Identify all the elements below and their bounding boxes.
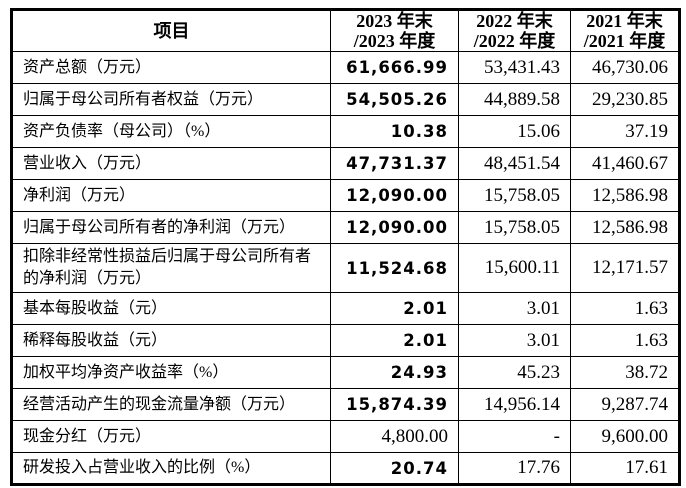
table-row-rd-ratio: 研发投入占营业收入的比例（%） 20.74 17.76 17.61 <box>11 452 680 485</box>
value-2023: 20.74 <box>330 452 459 485</box>
value-2021: 46,730.06 <box>570 51 680 84</box>
value-2023: 61,666.99 <box>330 51 459 84</box>
row-label: 归属于母公司所有者的净利润（万元） <box>11 211 331 244</box>
value-2022: 44,889.58 <box>458 83 571 116</box>
header-col-2022-line1: 2022 年末 <box>476 11 553 31</box>
row-label: 资产负债率（母公司）（%） <box>11 115 331 148</box>
value-2022: 15,600.11 <box>458 243 571 293</box>
header-col-2021: 2021 年末 /2021 年度 <box>570 9 680 52</box>
header-col-2022: 2022 年末 /2022 年度 <box>458 9 571 52</box>
header-item-column: 项目 <box>11 9 331 52</box>
value-2023: 10.38 <box>330 115 459 148</box>
row-label: 研发投入占营业收入的比例（%） <box>11 452 331 485</box>
value-2022: 15,758.05 <box>458 211 571 244</box>
value-2023: 2.01 <box>330 292 459 325</box>
value-2021: 17.61 <box>570 452 680 485</box>
header-col-2022-line2: /2022 年度 <box>473 31 556 51</box>
table-row-cash-dividend: 现金分红（万元） 4,800.00 - 9,600.00 <box>11 420 680 453</box>
value-2022: 48,451.54 <box>458 147 571 180</box>
row-label: 经营活动产生的现金流量净额（万元） <box>11 388 331 421</box>
financial-summary-table: 项目 2023 年末 /2023 年度 2022 年末 /2022 年度 202… <box>10 8 681 486</box>
value-2021: 9,600.00 <box>570 420 680 453</box>
table-row-revenue: 营业收入（万元） 47,731.37 48,451.54 41,460.67 <box>11 147 680 180</box>
header-item-label: 项目 <box>153 21 190 41</box>
value-2021: 1.63 <box>570 324 680 357</box>
value-2023: 47,731.37 <box>330 147 459 180</box>
header-col-2023-line1: 2023 年末 <box>356 11 433 31</box>
table-row-diluted-eps: 稀释每股收益（元） 2.01 3.01 1.63 <box>11 324 680 357</box>
header-col-2021-line1: 2021 年末 <box>586 11 663 31</box>
table-header: 项目 2023 年末 /2023 年度 2022 年末 /2022 年度 202… <box>11 9 680 52</box>
table-row-weighted-roe: 加权平均净资产收益率（%） 24.93 45.23 38.72 <box>11 356 680 389</box>
table-row-total-assets: 资产总额（万元） 61,666.99 53,431.43 46,730.06 <box>11 51 680 84</box>
table-row-debt-ratio: 资产负债率（母公司）（%） 10.38 15.06 37.19 <box>11 115 680 148</box>
row-label: 加权平均净资产收益率（%） <box>11 356 331 389</box>
value-2021: 12,586.98 <box>570 179 680 212</box>
row-label: 营业收入（万元） <box>11 147 331 180</box>
value-2022: 53,431.43 <box>458 51 571 84</box>
value-2022: 14,956.14 <box>458 388 571 421</box>
header-col-2023-line2: /2023 年度 <box>353 31 436 51</box>
row-label: 现金分红（万元） <box>11 420 331 453</box>
value-2022: 45.23 <box>458 356 571 389</box>
value-2021: 12,586.98 <box>570 211 680 244</box>
value-2023: 4,800.00 <box>330 420 459 453</box>
value-2021: 1.63 <box>570 292 680 325</box>
value-2022: 15.06 <box>458 115 571 148</box>
value-2023: 12,090.00 <box>330 211 459 244</box>
value-2022: 17.76 <box>458 452 571 485</box>
value-2022: - <box>458 420 571 453</box>
value-2023: 15,874.39 <box>330 388 459 421</box>
row-label: 归属于母公司所有者权益（万元） <box>11 83 331 116</box>
row-label: 净利润（万元） <box>11 179 331 212</box>
header-col-2021-line2: /2021 年度 <box>583 31 666 51</box>
row-label: 基本每股收益（元） <box>11 292 331 325</box>
header-row: 项目 2023 年末 /2023 年度 2022 年末 /2022 年度 202… <box>11 9 680 52</box>
value-2023: 2.01 <box>330 324 459 357</box>
value-2021: 12,171.57 <box>570 243 680 293</box>
value-2023: 11,524.68 <box>330 243 459 293</box>
table-row-operating-cash-flow: 经营活动产生的现金流量净额（万元） 15,874.39 14,956.14 9,… <box>11 388 680 421</box>
value-2022: 3.01 <box>458 324 571 357</box>
value-2021: 9,287.74 <box>570 388 680 421</box>
value-2023: 24.93 <box>330 356 459 389</box>
table-body: 资产总额（万元） 61,666.99 53,431.43 46,730.06 归… <box>11 51 680 485</box>
header-col-2023: 2023 年末 /2023 年度 <box>330 9 459 52</box>
table-row-deducted-net-profit: 扣除非经常性损益后归属于母公司所有者的净利润（万元） 11,524.68 15,… <box>11 243 680 293</box>
row-label: 稀释每股收益（元） <box>11 324 331 357</box>
value-2022: 3.01 <box>458 292 571 325</box>
value-2021: 29,230.85 <box>570 83 680 116</box>
value-2021: 37.19 <box>570 115 680 148</box>
row-label: 扣除非经常性损益后归属于母公司所有者的净利润（万元） <box>11 243 331 293</box>
value-2023: 12,090.00 <box>330 179 459 212</box>
value-2021: 41,460.67 <box>570 147 680 180</box>
table-row-basic-eps: 基本每股收益（元） 2.01 3.01 1.63 <box>11 292 680 325</box>
value-2021: 38.72 <box>570 356 680 389</box>
table-row-net-profit: 净利润（万元） 12,090.00 15,758.05 12,586.98 <box>11 179 680 212</box>
value-2023: 54,505.26 <box>330 83 459 116</box>
value-2022: 15,758.05 <box>458 179 571 212</box>
table-row-parent-equity: 归属于母公司所有者权益（万元） 54,505.26 44,889.58 29,2… <box>11 83 680 116</box>
row-label: 资产总额（万元） <box>11 51 331 84</box>
table-row-parent-net-profit: 归属于母公司所有者的净利润（万元） 12,090.00 15,758.05 12… <box>11 211 680 244</box>
